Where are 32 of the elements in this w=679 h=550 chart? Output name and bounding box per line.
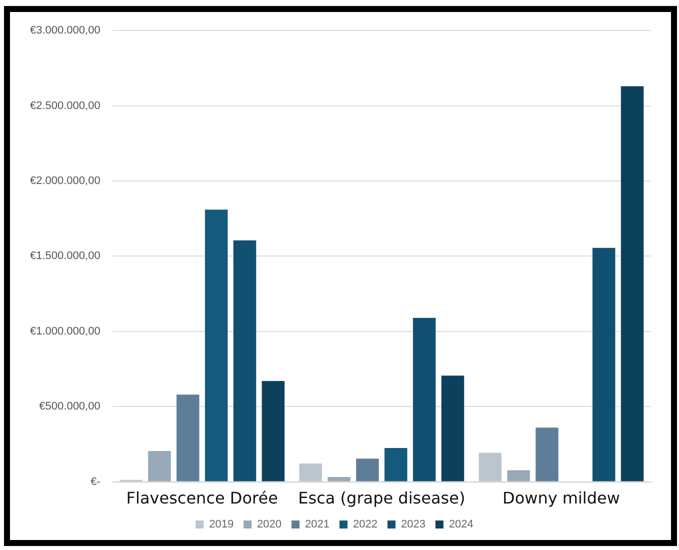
- legend-label: 2019: [209, 518, 234, 531]
- bar: [536, 428, 558, 482]
- bar: [592, 248, 616, 482]
- bar: [441, 376, 464, 482]
- y-tick-label: €500.000,00: [39, 400, 100, 413]
- bar: [262, 381, 285, 482]
- bar: [412, 318, 436, 482]
- legend-label: 2020: [257, 518, 282, 531]
- legend-label: 2022: [353, 518, 378, 531]
- bar: [176, 394, 200, 482]
- x-tick-label: Esca (grape disease): [298, 488, 466, 508]
- bar: [356, 458, 379, 482]
- bar: [204, 210, 228, 482]
- y-tick-label: €3.000.000,00: [30, 24, 100, 37]
- bar: [384, 448, 408, 482]
- bar: [328, 476, 350, 482]
- y-tick-label: €2.000.000,00: [30, 175, 100, 188]
- x-tick-label: Flavescence Dorée: [126, 488, 278, 508]
- y-tick-label: €2.500.000,00: [30, 100, 100, 112]
- legend-label: 2023: [400, 518, 426, 531]
- x-tick-label: Downy mildew: [502, 488, 620, 508]
- bar: [620, 86, 644, 482]
- bar: [299, 463, 322, 482]
- y-tick-label: €1.000.000,00: [30, 325, 100, 338]
- bar: [478, 452, 502, 482]
- y-tick-label: €-: [90, 476, 101, 488]
- legend-label: 2021: [305, 518, 330, 531]
- y-tick-label: €1.500.000,00: [30, 250, 100, 262]
- bar: [507, 470, 530, 482]
- legend-label: 2024: [448, 518, 474, 531]
- bar: [148, 450, 171, 482]
- bar: [233, 240, 256, 482]
